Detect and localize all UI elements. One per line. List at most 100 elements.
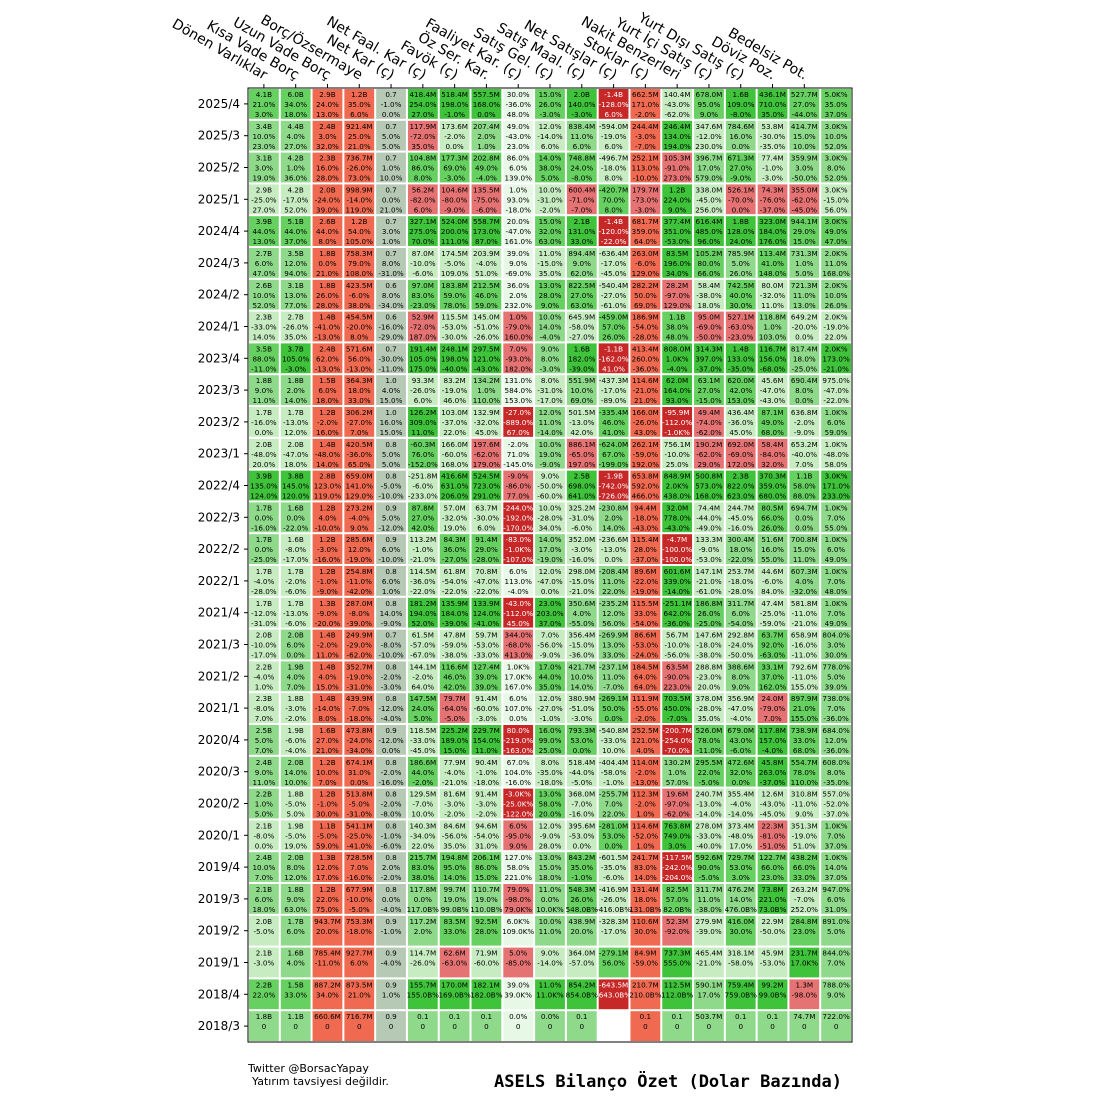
cell-value: 3.1B xyxy=(287,281,303,290)
cell-value: 1.5B xyxy=(319,376,335,385)
cell-value: 30.0% xyxy=(825,651,848,660)
heatmap-cell xyxy=(630,852,661,882)
heatmap-cell xyxy=(249,311,279,342)
row-label: 2019/4 xyxy=(198,860,240,874)
cell-value: 70.0% xyxy=(411,237,434,246)
cell-value: -7.0% xyxy=(412,800,433,809)
cell-value: 225.2M xyxy=(441,726,468,735)
cell-value: -38.0% xyxy=(696,291,722,300)
cell-value: 0.0% xyxy=(509,714,527,723)
cell-value: 7.0% xyxy=(604,800,622,809)
twitter-handle[interactable]: Twitter @BorsacYapay xyxy=(248,1062,369,1075)
heatmap-cell xyxy=(757,597,788,628)
cell-value: 7.0% xyxy=(827,577,845,586)
cell-value: 2.0K% xyxy=(666,482,689,491)
cell-value: 0.9 xyxy=(385,726,397,735)
cell-value: 10.0K% xyxy=(536,905,564,914)
heatmap-cell xyxy=(757,216,788,246)
cell-value: 8.0% xyxy=(732,672,750,681)
cell-value: -11.0% xyxy=(315,959,341,968)
heatmap-cell xyxy=(757,534,788,564)
cell-value: -14.0% xyxy=(696,810,722,819)
heatmap-cell xyxy=(630,184,661,215)
heatmap-cell xyxy=(312,884,343,914)
heatmap-cell xyxy=(598,311,629,342)
cell-value: 352.7M xyxy=(346,662,373,671)
heatmap-cell xyxy=(535,502,565,533)
cell-value: 927.7M xyxy=(346,949,373,958)
cell-value: 13.0% xyxy=(793,301,816,310)
cell-value: 1.0% xyxy=(477,386,495,395)
heatmap-cell xyxy=(725,629,756,660)
heatmap-cell xyxy=(725,597,756,628)
cell-value: 77.0% xyxy=(284,301,307,310)
cell-value: -3.0% xyxy=(285,364,306,373)
heatmap-cell xyxy=(535,693,565,723)
cell-value: 6.0% xyxy=(318,386,336,395)
heatmap-cell xyxy=(535,1011,565,1041)
cell-value: 557.0% xyxy=(822,790,850,799)
heatmap-cell xyxy=(312,725,343,755)
cell-value: 793.3M xyxy=(568,726,595,735)
heatmap-cell xyxy=(312,1011,343,1041)
cell-value: 7.0% xyxy=(287,682,305,691)
heatmap-cell xyxy=(439,152,470,183)
cell-value: -10.0% xyxy=(664,450,690,459)
heatmap-cell xyxy=(821,820,851,851)
heatmap-cell xyxy=(503,756,534,787)
cell-value: 285.6M xyxy=(346,535,373,544)
cell-value: -18.0% xyxy=(728,577,754,586)
cell-value: 96.0% xyxy=(698,237,721,246)
cell-value: 32.0% xyxy=(729,768,752,777)
cell-value: 74.3M xyxy=(761,185,783,194)
cell-value: 7.0% xyxy=(350,863,368,872)
cell-value: 0.0% xyxy=(795,513,813,522)
heatmap-cell xyxy=(789,566,820,596)
cell-value: 6.0% xyxy=(827,418,845,427)
heatmap-cell xyxy=(471,629,502,660)
cell-value: -49.0% xyxy=(696,523,722,532)
heatmap-cell xyxy=(503,566,534,596)
cell-value: -15.0% xyxy=(537,259,563,268)
cell-value: 26.0% xyxy=(539,100,562,109)
heatmap-cell xyxy=(376,788,406,819)
cell-value: 9.0% xyxy=(732,682,750,691)
cell-value: 249.9M xyxy=(346,631,373,640)
heatmap-cell xyxy=(789,279,820,310)
heatmap-cell xyxy=(439,597,470,628)
heatmap-cell xyxy=(249,120,279,151)
cell-value: -37.0% xyxy=(760,205,786,214)
cell-value: 10.0% xyxy=(252,863,275,872)
cell-value: 2.0K% xyxy=(825,344,848,353)
cell-value: 37.0% xyxy=(761,672,784,681)
cell-value: 203.9M xyxy=(473,249,500,258)
cell-value: 414.7M xyxy=(791,122,818,131)
cell-value: -27.0% xyxy=(442,555,468,564)
cell-value: 35.0% xyxy=(570,863,593,872)
cell-value: 63.1M xyxy=(698,376,720,385)
cell-value: -251.1M xyxy=(662,599,691,608)
heatmap-cell xyxy=(376,470,406,501)
cell-value: 45.0% xyxy=(729,428,752,437)
heatmap-cell xyxy=(407,756,438,787)
cell-value: 1.0 xyxy=(385,408,397,417)
cell-value: 221.0% xyxy=(759,895,787,904)
cell-value: 0.9 xyxy=(385,1012,397,1021)
heatmap-cell xyxy=(471,947,502,978)
heatmap-cell xyxy=(503,693,534,723)
heatmap-cell xyxy=(662,89,693,119)
cell-value: 7.0% xyxy=(827,513,845,522)
cell-value: 51.6M xyxy=(761,535,783,544)
heatmap-cell xyxy=(725,343,756,374)
heatmap-cell xyxy=(789,979,820,1010)
heatmap-cell xyxy=(439,884,470,914)
cell-value: -9.0% xyxy=(730,174,751,183)
cell-value: 0.1 xyxy=(735,1012,746,1021)
cell-value: 0.8 xyxy=(385,662,397,671)
heatmap-cell xyxy=(566,343,597,374)
heatmap-cell xyxy=(789,152,820,183)
cell-value: 38.0% xyxy=(539,164,562,173)
cell-value: 677.9M xyxy=(346,885,373,894)
cell-value: 42.0% xyxy=(411,523,434,532)
heatmap-cell xyxy=(566,725,597,755)
